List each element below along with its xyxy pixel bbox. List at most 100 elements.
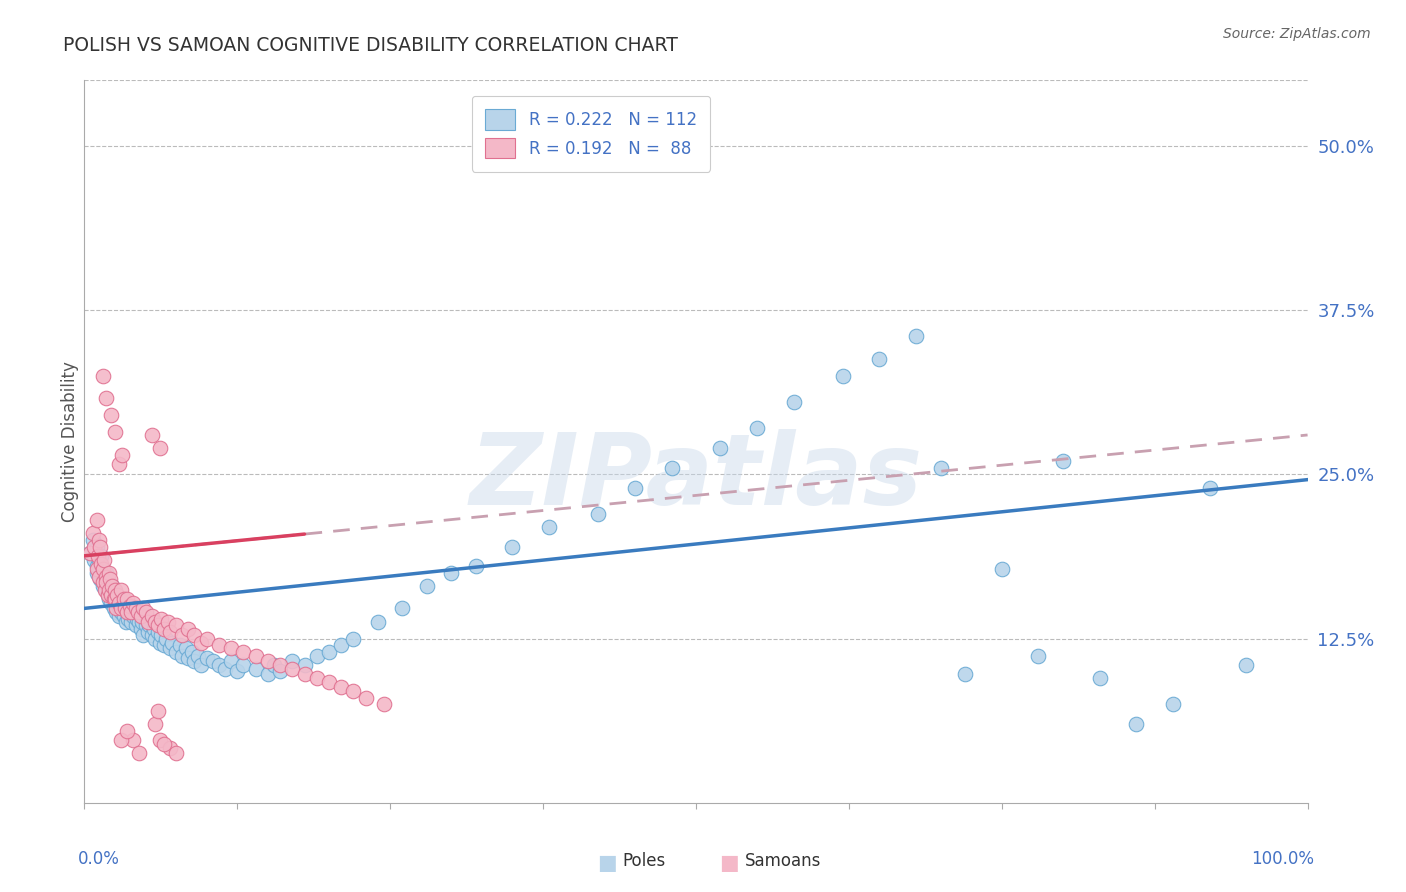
Point	[183, 654, 205, 668]
Point	[143, 632, 166, 646]
Point	[131, 615, 153, 629]
Point	[953, 667, 976, 681]
Point	[96, 391, 118, 405]
Point	[91, 575, 114, 590]
Point	[115, 723, 138, 738]
Point	[464, 559, 486, 574]
Point	[783, 395, 806, 409]
Point	[172, 648, 194, 663]
Point	[91, 368, 114, 383]
Point	[122, 609, 145, 624]
Point	[159, 640, 181, 655]
Point	[122, 601, 145, 615]
Text: Poles: Poles	[623, 852, 666, 870]
Point	[110, 605, 132, 619]
Point	[97, 582, 120, 597]
Point	[97, 566, 120, 580]
Point	[354, 690, 377, 705]
Point	[125, 618, 148, 632]
Point	[172, 627, 194, 641]
Point	[232, 645, 254, 659]
Point	[831, 368, 853, 383]
Point	[104, 582, 127, 597]
Point	[86, 559, 108, 574]
Point	[98, 573, 121, 587]
Point	[94, 582, 117, 597]
Point	[991, 562, 1014, 576]
Point	[141, 428, 163, 442]
Point	[91, 562, 114, 576]
Text: Samoans: Samoans	[745, 852, 821, 870]
Point	[127, 605, 149, 619]
Point	[82, 526, 104, 541]
Point	[156, 615, 179, 629]
Point	[132, 601, 155, 615]
Point	[150, 612, 173, 626]
Point	[107, 609, 129, 624]
Point	[624, 481, 647, 495]
Point	[1198, 481, 1220, 495]
Point	[263, 657, 285, 672]
Point	[100, 409, 122, 423]
Point	[105, 601, 128, 615]
Point	[82, 533, 104, 547]
Point	[149, 635, 172, 649]
Point	[162, 635, 184, 649]
Point	[105, 596, 128, 610]
Point	[129, 623, 152, 637]
Point	[110, 601, 132, 615]
Y-axis label: Cognitive Disability: Cognitive Disability	[62, 361, 80, 522]
Point	[105, 605, 128, 619]
Legend: R = 0.222   N = 112, R = 0.192   N =  88: R = 0.222 N = 112, R = 0.192 N = 88	[472, 95, 710, 171]
Point	[110, 582, 132, 597]
Point	[111, 448, 134, 462]
Point	[132, 627, 155, 641]
Point	[129, 609, 152, 624]
Point	[281, 654, 304, 668]
Point	[149, 732, 172, 747]
Text: Source: ZipAtlas.com: Source: ZipAtlas.com	[1223, 27, 1371, 41]
Point	[117, 612, 139, 626]
Text: ■: ■	[718, 854, 738, 873]
Point	[330, 680, 353, 694]
Point	[305, 648, 328, 663]
Point	[110, 592, 132, 607]
Point	[120, 615, 142, 629]
Point	[146, 618, 169, 632]
Point	[1052, 454, 1074, 468]
Point	[86, 566, 108, 580]
Point	[136, 625, 159, 640]
Point	[709, 441, 731, 455]
Point	[107, 596, 129, 610]
Point	[115, 605, 138, 619]
Point	[118, 607, 141, 622]
Point	[101, 579, 124, 593]
Point	[153, 737, 176, 751]
Point	[90, 557, 112, 571]
Point	[96, 575, 118, 590]
Point	[128, 746, 150, 760]
Point	[169, 638, 191, 652]
Point	[111, 599, 134, 613]
Point	[149, 441, 172, 455]
Point	[165, 618, 187, 632]
Point	[294, 657, 316, 672]
Point	[101, 579, 124, 593]
Point	[122, 596, 145, 610]
Point	[342, 684, 364, 698]
Point	[1236, 657, 1258, 672]
Point	[869, 351, 891, 366]
Point	[190, 657, 212, 672]
Point	[93, 553, 115, 567]
Point	[330, 638, 353, 652]
Point	[98, 582, 121, 597]
Point	[115, 592, 138, 607]
Point	[97, 588, 120, 602]
Point	[136, 615, 159, 629]
Point	[103, 592, 125, 607]
Point	[214, 662, 236, 676]
Point	[120, 605, 142, 619]
Point	[94, 575, 117, 590]
Point	[1088, 671, 1111, 685]
Point	[141, 627, 163, 641]
